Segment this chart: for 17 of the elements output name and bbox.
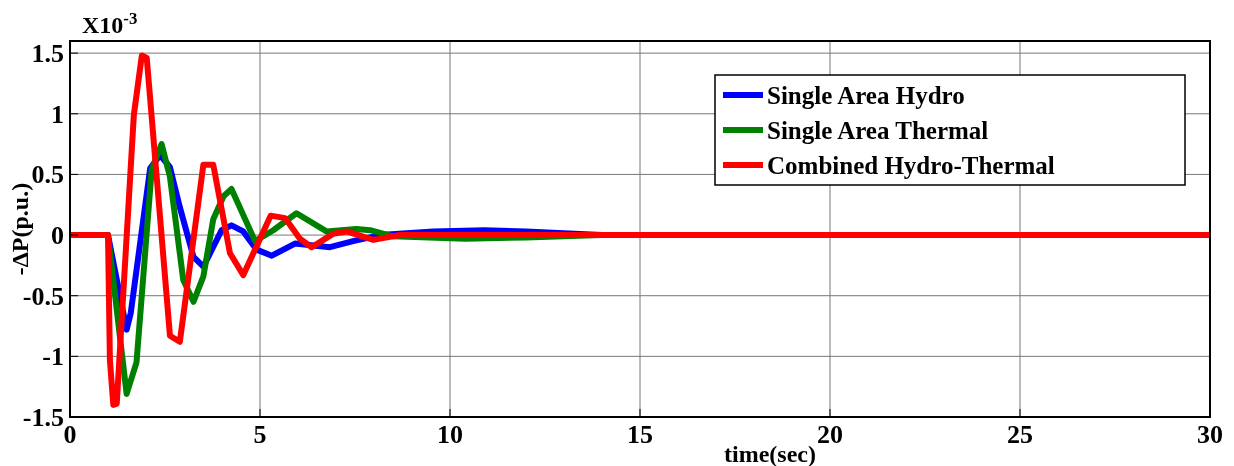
x-tick-label: 25 — [1007, 420, 1033, 449]
y-tick-label: -0.5 — [22, 281, 64, 311]
legend-label: Combined Hydro-Thermal — [767, 152, 1055, 179]
y-tick-label: -1 — [42, 342, 64, 372]
x-tick-label: 10 — [437, 420, 463, 449]
text: X10$^{-3}$ — [82, 8, 138, 38]
x-tick-label: 15 — [627, 420, 653, 449]
y-tick-label: 0 — [51, 221, 64, 251]
x-tick-label: 30 — [1197, 420, 1223, 449]
x-tick-label: 5 — [253, 420, 267, 449]
legend-label: Single Area Thermal — [767, 117, 989, 144]
y-tick-label: 1 — [51, 99, 64, 129]
x-tick-label: 20 — [817, 420, 843, 449]
y-axis-title: -ΔP(p.u.) — [7, 182, 33, 276]
y-tick-label: 1.5 — [31, 39, 64, 69]
y-tick-label: -1.5 — [22, 403, 64, 432]
legend-label: Single Area Hydro — [767, 82, 965, 109]
